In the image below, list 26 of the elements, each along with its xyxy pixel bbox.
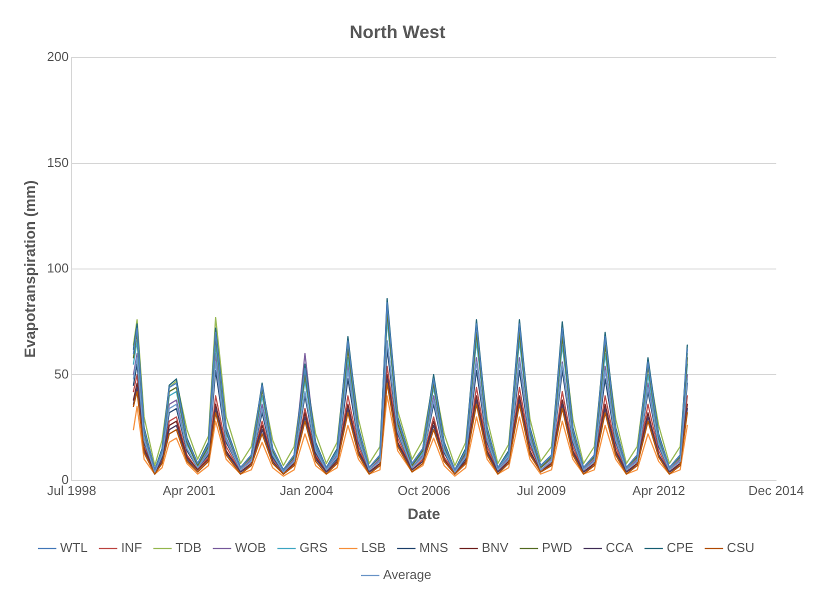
legend-label: PWD <box>542 540 572 556</box>
y-tick-label: 200 <box>46 49 69 64</box>
y-tick-label: 100 <box>46 260 69 276</box>
chart-title: North West <box>350 22 446 42</box>
legend-label: Average <box>383 567 432 582</box>
y-axis-title: Evapotranspiration (mm) <box>22 180 40 358</box>
x-axis-title: Date <box>408 506 440 524</box>
x-tick-label: Jan 2004 <box>280 482 334 498</box>
legend-label: CSU <box>726 540 754 556</box>
x-tick-label: Apr 2012 <box>632 482 686 498</box>
legend-label: WOB <box>235 540 266 556</box>
x-tick-label: Oct 2006 <box>398 482 450 498</box>
legend-label: TDB <box>176 540 202 556</box>
y-tick-label: 150 <box>46 154 69 170</box>
legend-label: LSB <box>361 540 386 556</box>
legend-label: MNS <box>419 540 449 556</box>
legend-label: CPE <box>666 540 694 556</box>
x-tick-label: Dec 2014 <box>748 482 804 498</box>
legend-label: GRS <box>300 540 328 556</box>
legend-label: WTL <box>60 540 88 556</box>
x-tick-label: Jul 2009 <box>516 482 566 498</box>
legend-label: CCA <box>606 540 634 556</box>
x-tick-label: Apr 2001 <box>162 482 216 498</box>
legend-label: INF <box>121 540 142 556</box>
y-tick-label: 50 <box>54 366 69 382</box>
legend-label: BNV <box>482 540 509 556</box>
